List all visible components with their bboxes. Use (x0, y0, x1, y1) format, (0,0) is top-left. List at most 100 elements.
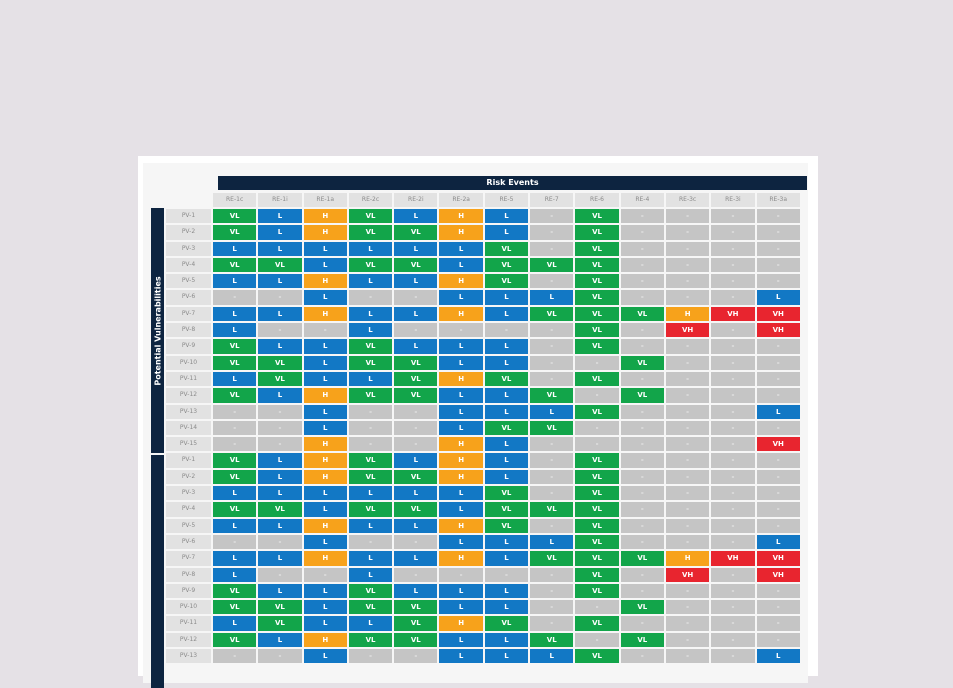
risk-cell: L (348, 551, 393, 566)
risk-cell: L (213, 567, 257, 582)
risk-cell: H (303, 518, 347, 533)
row-label: PV-13 (166, 404, 211, 419)
risk-cell: - (530, 274, 574, 289)
risk-cell: L (303, 241, 347, 256)
risk-cell: VL (213, 355, 257, 370)
risk-cell: L (439, 534, 483, 550)
risk-cell: - (665, 388, 710, 403)
risk-cell: L (484, 469, 529, 485)
risk-cell: L (213, 518, 257, 533)
risk-cell: L (484, 355, 529, 370)
risk-cell: L (484, 600, 529, 615)
risk-cell: VL (575, 583, 619, 599)
risk-cell: - (711, 453, 755, 468)
row-label: PV-4 (166, 502, 211, 517)
risk-cell: VL (575, 290, 619, 305)
row-label: PV-2 (166, 469, 211, 485)
risk-cell: L (303, 371, 347, 387)
risk-cell: - (575, 420, 619, 436)
risk-cell: L (348, 323, 393, 338)
risk-cell: L (348, 486, 393, 501)
risk-cell: VL (348, 257, 393, 273)
risk-cell: - (303, 567, 347, 582)
risk-cell: VL (575, 339, 619, 354)
risk-cell: - (394, 420, 438, 436)
risk-cell: L (756, 290, 800, 305)
risk-cell: - (711, 225, 755, 240)
risk-cell: - (665, 241, 710, 256)
risk-cell: VL (575, 323, 619, 338)
risk-cell: - (665, 616, 710, 631)
risk-cell: H (303, 453, 347, 468)
risk-cell: H (439, 371, 483, 387)
risk-cell: L (303, 616, 347, 631)
risk-cell: - (711, 583, 755, 599)
risk-cell: VL (213, 469, 257, 485)
risk-cell: VL (530, 306, 574, 322)
risk-cell: - (394, 567, 438, 582)
risk-cell: VL (575, 306, 619, 322)
risk-cell: - (620, 567, 664, 582)
risk-cell: - (530, 583, 574, 599)
risk-cell: VL (484, 502, 529, 517)
risk-cell: - (258, 404, 302, 419)
risk-cell: L (394, 241, 438, 256)
row-label: PV-9 (166, 583, 211, 599)
risk-events-header: Risk Events (218, 176, 807, 190)
risk-cell: - (665, 371, 710, 387)
risk-cell: - (620, 257, 664, 273)
risk-cell: VL (348, 339, 393, 354)
risk-cell: VL (575, 567, 619, 582)
risk-cell: L (258, 209, 302, 224)
risk-cell: - (711, 600, 755, 615)
risk-cell: VH (756, 567, 800, 582)
risk-cell: L (303, 600, 347, 615)
risk-cell: - (756, 616, 800, 631)
risk-cell: - (530, 209, 574, 224)
risk-cell: VL (575, 453, 619, 468)
risk-cell: - (530, 600, 574, 615)
risk-cell: L (439, 649, 483, 664)
risk-cell: VL (575, 616, 619, 631)
risk-cell: L (394, 339, 438, 354)
risk-cell: VL (394, 632, 438, 648)
corner-blank (166, 193, 211, 207)
risk-cell: - (620, 502, 664, 517)
risk-cell: VL (394, 502, 438, 517)
row-label: PV-5 (166, 518, 211, 533)
risk-cell: - (620, 420, 664, 436)
risk-cell: - (756, 388, 800, 403)
column-header: RE-2a (439, 193, 483, 207)
risk-cell: L (348, 306, 393, 322)
risk-cell: - (711, 420, 755, 436)
risk-cell: VL (213, 632, 257, 648)
risk-cell: L (258, 339, 302, 354)
risk-cell: L (258, 274, 302, 289)
risk-cell: L (213, 323, 257, 338)
column-header: RE-1a (303, 193, 347, 207)
risk-cell: - (756, 241, 800, 256)
risk-cell: - (620, 339, 664, 354)
risk-cell: L (484, 339, 529, 354)
row-label: PV-12 (166, 388, 211, 403)
risk-cell: VL (258, 371, 302, 387)
risk-cell: VL (484, 274, 529, 289)
risk-cell: L (258, 241, 302, 256)
risk-cell: VL (575, 257, 619, 273)
risk-cell: VH (711, 306, 755, 322)
risk-cell: - (620, 241, 664, 256)
risk-cell: - (303, 323, 347, 338)
risk-cell: - (394, 534, 438, 550)
risk-cell: VL (258, 257, 302, 273)
row-label: PV-9 (166, 339, 211, 354)
risk-cell: - (711, 241, 755, 256)
risk-cell: H (303, 469, 347, 485)
risk-cell: - (756, 518, 800, 533)
risk-cell: - (394, 404, 438, 419)
risk-cell: - (711, 632, 755, 648)
risk-cell: - (620, 209, 664, 224)
row-label: PV-11 (166, 371, 211, 387)
risk-cell: - (394, 290, 438, 305)
risk-cell: L (258, 225, 302, 240)
risk-cell: - (394, 649, 438, 664)
